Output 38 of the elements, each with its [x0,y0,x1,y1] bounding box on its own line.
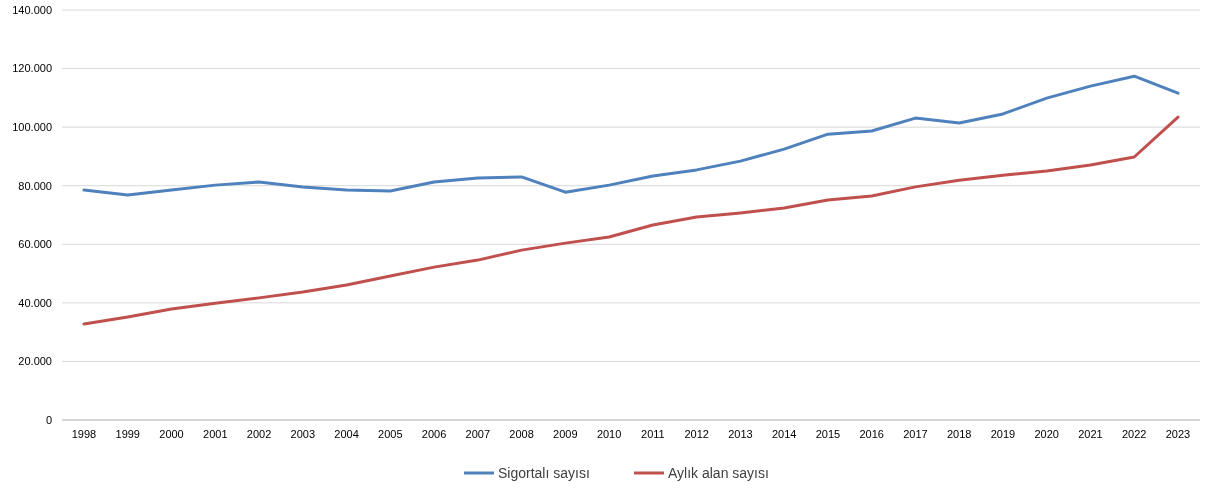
x-tick-label: 2016 [859,428,884,440]
legend-label: Sigortalı sayısı [498,465,590,481]
x-tick-label: 2013 [728,428,753,440]
x-tick-label: 2019 [990,428,1016,440]
x-tick-label: 2006 [421,428,447,440]
y-tick-label: 120.000 [12,62,52,75]
x-tick-label: 2010 [596,428,622,440]
legend-label: Aylık alan sayısı [668,465,769,481]
x-tick-label: 1999 [115,428,140,440]
x-tick-label: 2022 [1122,428,1147,440]
x-tick-label: 2007 [465,428,491,440]
x-tick-label: 2003 [290,428,316,440]
x-tick-label: 2021 [1078,428,1103,440]
line-series [82,74,1180,197]
x-tick-label: 2008 [509,428,534,440]
x-tick-label: 2015 [815,428,841,440]
y-tick-label: 140.000 [12,3,52,16]
x-tick-label: 1998 [71,428,97,440]
x-tick-label: 2020 [1034,428,1059,440]
y-tick-label: 60.000 [18,238,52,251]
x-tick-label: 2002 [246,428,272,440]
x-tick-label: 2014 [771,428,797,440]
x-tick-label: 2011 [641,428,665,440]
y-tick-label: 80.000 [18,179,52,192]
x-tick-label: 2017 [903,428,928,440]
y-tick-label: 0 [45,413,52,426]
x-tick-label: 2001 [203,428,228,440]
x-tick-label: 2018 [946,428,972,440]
y-tick-label: 40.000 [18,296,52,309]
y-tick-label: 20.000 [18,355,52,368]
y-tick-label: 100.000 [12,120,52,133]
x-tick-label: 2012 [684,428,709,440]
x-tick-label: 2005 [378,428,403,440]
x-tick-label: 2004 [334,428,359,440]
x-tick-label: 2009 [553,428,578,440]
x-tick-label: 2023 [1165,428,1191,440]
line-series [82,115,1180,326]
x-tick-label: 2000 [159,428,184,440]
